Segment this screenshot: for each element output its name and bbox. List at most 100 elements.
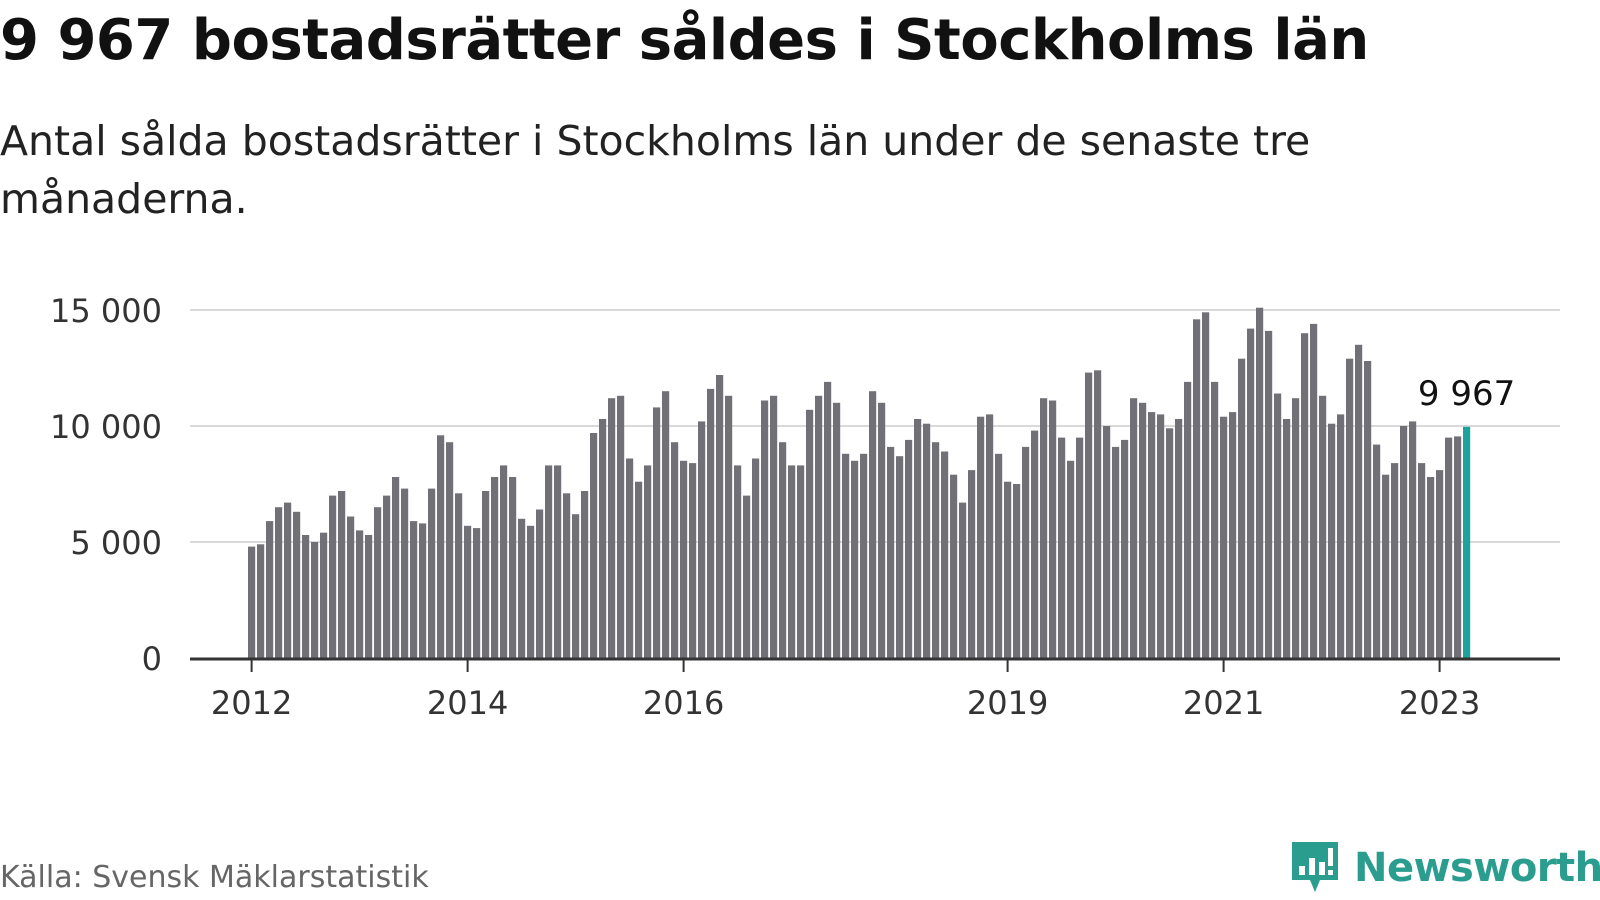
bar (689, 463, 697, 658)
highlight-bar (1463, 426, 1471, 658)
bar (536, 509, 544, 658)
bar (1337, 414, 1345, 658)
bar (338, 491, 346, 658)
axes (190, 657, 1560, 672)
bar (1103, 426, 1111, 658)
bar (545, 465, 553, 658)
bar (869, 391, 877, 658)
bar (680, 460, 688, 658)
bar (734, 465, 742, 658)
y-tick-label: 0 (142, 640, 162, 678)
y-tick-label: 5 000 (70, 524, 162, 562)
x-tick-label: 2012 (211, 684, 292, 722)
labels: 0 5 000 10 000 15 000 2012 2014 2016 2019 2021 20… (50, 292, 1515, 722)
bar (464, 525, 472, 658)
bar (1112, 446, 1120, 658)
bar (383, 495, 391, 658)
bar (779, 442, 787, 658)
bar (500, 465, 508, 658)
bar (770, 395, 778, 658)
x-tick-label: 2014 (427, 684, 508, 722)
bar (482, 491, 490, 658)
bar (860, 453, 868, 658)
bar (1256, 307, 1264, 658)
bar (851, 460, 859, 658)
bar (1004, 481, 1012, 658)
bars (248, 307, 1471, 658)
bar (293, 511, 301, 658)
bar (248, 546, 256, 658)
bar (725, 395, 733, 658)
bar (1175, 419, 1183, 658)
bar (1148, 412, 1156, 658)
bar (1364, 361, 1372, 658)
bar (698, 421, 706, 658)
bar (1328, 423, 1336, 658)
bar (1265, 330, 1273, 658)
bar (1166, 428, 1174, 658)
bar (1400, 426, 1408, 658)
bar (1391, 463, 1399, 658)
bar (392, 477, 400, 658)
bar (932, 442, 940, 658)
bar (1283, 419, 1291, 658)
bar (1040, 398, 1048, 658)
bar (968, 470, 976, 658)
bar (662, 391, 670, 658)
bar (320, 532, 328, 658)
bar (1382, 474, 1390, 658)
bar (1445, 437, 1453, 658)
bar (815, 395, 823, 658)
bar (1193, 319, 1201, 658)
bar (365, 535, 373, 658)
bar (707, 388, 715, 658)
bar (554, 465, 562, 658)
bar (446, 442, 454, 658)
newsworthy-logo: Newsworthy (1290, 840, 1600, 896)
bar (1013, 484, 1021, 658)
bar (491, 477, 499, 658)
bar (1301, 333, 1309, 658)
y-tick-label: 15 000 (50, 292, 162, 330)
bar (1355, 344, 1363, 658)
bar (1220, 416, 1228, 658)
bar (833, 402, 841, 658)
bar-chart: 0 5 000 10 000 15 000 2012 2014 2016 2019 2021 20… (50, 292, 1560, 722)
bar (329, 495, 337, 658)
bar (1058, 437, 1066, 658)
newsworthy-logo-icon (1292, 842, 1338, 892)
bar (905, 439, 913, 658)
bar (1202, 312, 1210, 658)
bar (878, 402, 886, 658)
bar (644, 465, 652, 658)
bar (914, 419, 922, 658)
bar (635, 481, 643, 658)
bar (266, 521, 274, 658)
bar (1211, 381, 1219, 658)
bar (842, 453, 850, 658)
bar (1247, 328, 1255, 658)
x-tick-label: 2021 (1183, 684, 1264, 722)
bar (509, 477, 517, 658)
bar (1049, 400, 1057, 658)
bar (959, 502, 967, 658)
bar (275, 507, 283, 658)
bar (1436, 470, 1444, 658)
bar (1184, 381, 1192, 658)
bar (1373, 444, 1381, 658)
bar (806, 409, 814, 658)
bar (1085, 372, 1093, 658)
bar (302, 535, 310, 658)
chart-subtitle: Antal sålda bostadsrätter i Stockholms l… (0, 117, 1311, 223)
bar (1319, 395, 1327, 658)
bar (1121, 439, 1129, 658)
bar (1454, 436, 1462, 658)
bar (1418, 463, 1426, 658)
bar (419, 523, 427, 658)
bar (1031, 430, 1039, 658)
bar (896, 456, 904, 658)
bar (824, 381, 832, 658)
bar (716, 375, 724, 658)
bar (617, 395, 625, 658)
bar (887, 446, 895, 658)
